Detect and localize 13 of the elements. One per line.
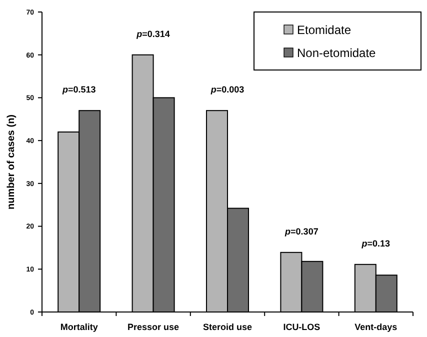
legend-label: Etomidate <box>297 23 352 38</box>
annotation: p=0.314 <box>136 28 170 39</box>
annotation: p=0.307 <box>284 226 318 236</box>
y-axis-title: number of cases (n) <box>6 114 17 210</box>
legend-label: Non-etomidate <box>297 46 376 60</box>
x-tick-label: Vent-days <box>354 322 398 332</box>
x-tick-label: Mortality <box>60 322 98 332</box>
x-tick-label: Steroid use <box>202 322 252 332</box>
annotation: p=0.13 <box>360 238 390 248</box>
annotation: p=0.003 <box>210 84 244 95</box>
annotation: p=0.513 <box>61 84 96 95</box>
x-tick-label: Pressor use <box>128 322 180 332</box>
x-tick-label: ICU-LOS <box>283 322 320 332</box>
